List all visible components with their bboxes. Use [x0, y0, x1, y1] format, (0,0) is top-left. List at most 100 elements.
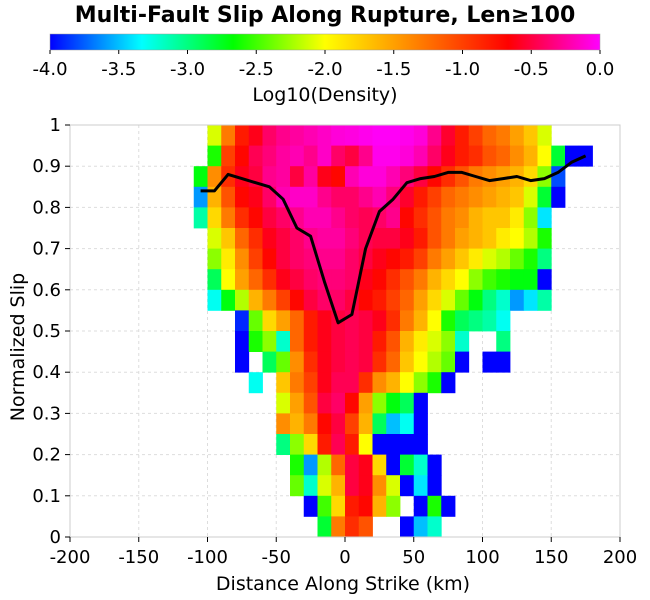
y-axis-label: Normalized Slip	[7, 273, 29, 421]
heatmap-cell	[537, 289, 552, 311]
heatmap-cell	[523, 166, 538, 188]
heatmap-cell	[276, 166, 291, 188]
heatmap-cell	[358, 331, 373, 352]
heatmap-cell	[413, 331, 428, 352]
heatmap-cell	[331, 207, 346, 229]
heatmap-cell	[331, 331, 346, 352]
heatmap-cell	[262, 331, 277, 352]
heatmap-cell	[413, 516, 428, 538]
heatmap-cell	[331, 166, 346, 188]
heatmap-cell	[427, 228, 442, 249]
heatmap-cell	[537, 248, 552, 270]
heatmap-cell	[262, 248, 277, 270]
heatmap-cell	[386, 310, 401, 332]
heatmap-cell	[276, 392, 291, 414]
heatmap-cell	[523, 207, 538, 229]
heatmap-cell	[276, 145, 291, 167]
colorbar-tick-label: -3.5	[101, 59, 136, 80]
heatmap-cell	[455, 310, 470, 332]
heatmap-cell	[276, 331, 291, 352]
heatmap-cell	[386, 434, 401, 455]
heatmap-cell	[427, 186, 442, 208]
heatmap-cell	[386, 207, 401, 229]
heatmap-cell	[427, 372, 442, 394]
heatmap-cell	[496, 310, 511, 332]
heatmap-cell	[248, 289, 263, 311]
colorbar-label: Log10(Density)	[252, 84, 397, 106]
heatmap-cell	[413, 434, 428, 455]
heatmap-cell	[400, 228, 415, 249]
heatmap-cell	[400, 310, 415, 332]
heatmap-cell	[207, 145, 222, 167]
heatmap-cell	[358, 351, 373, 373]
y-tick-label: 0.7	[32, 239, 61, 260]
heatmap-cell	[248, 310, 263, 332]
colorbar-tick-label: 0.0	[586, 59, 615, 80]
heatmap-cell	[358, 289, 373, 311]
heatmap-cell	[358, 413, 373, 435]
heatmap-cell	[235, 331, 250, 352]
heatmap-cell	[441, 495, 456, 517]
heatmap-cell	[303, 145, 318, 167]
heatmap-cell	[468, 228, 483, 249]
heatmap-cell	[372, 145, 387, 167]
heatmap-cell	[441, 331, 456, 352]
heatmap-cell	[372, 228, 387, 249]
colorbar-tick-label: -0.5	[514, 59, 549, 80]
heatmap-cell	[303, 454, 318, 476]
heatmap-cell	[386, 289, 401, 311]
heatmap-cell	[303, 372, 318, 394]
heatmap-cell	[276, 228, 291, 249]
heatmap-cell	[455, 228, 470, 249]
heatmap-cell	[248, 331, 263, 352]
x-axis-ticks: -200 -150 -100 -50 0 50 100 150 200	[50, 537, 637, 568]
heatmap-cell	[400, 145, 415, 167]
heatmap-cell	[510, 125, 525, 146]
heatmap-cell	[372, 248, 387, 270]
heatmap-cell	[386, 495, 401, 517]
heatmap-cell	[290, 228, 305, 249]
heatmap-cell	[303, 166, 318, 188]
heatmap-cell	[551, 145, 566, 167]
heatmap-cell	[345, 434, 360, 455]
heatmap-cell	[331, 454, 346, 476]
heatmap-cell	[331, 475, 346, 497]
heatmap-cell	[345, 145, 360, 167]
heatmap-cell	[413, 166, 428, 188]
heatmap-cell	[207, 228, 222, 249]
heatmap-cell	[510, 248, 525, 270]
heatmap-cell	[551, 186, 566, 208]
heatmap-cell	[386, 269, 401, 291]
heatmap-cell	[413, 125, 428, 146]
heatmap-cell	[358, 166, 373, 188]
heatmap-cell	[455, 145, 470, 167]
heatmap-cell	[386, 331, 401, 352]
heatmap-cell	[221, 207, 236, 229]
heatmap-cell	[455, 248, 470, 270]
heatmap-cell	[496, 145, 511, 167]
heatmap-cell	[235, 125, 250, 146]
heatmap-cell	[303, 392, 318, 414]
heatmap-cell	[441, 351, 456, 373]
y-tick-label: 0	[50, 527, 61, 548]
heatmap-cell	[427, 331, 442, 352]
heatmap-cell	[413, 269, 428, 291]
x-tick-label: 100	[465, 547, 499, 568]
heatmap-cell	[510, 207, 525, 229]
heatmap-cell	[248, 145, 263, 167]
heatmap-cell	[372, 269, 387, 291]
heatmap-cell	[358, 392, 373, 414]
heatmap-cell	[468, 207, 483, 229]
heatmap-cell	[413, 454, 428, 476]
heatmap-cell	[345, 475, 360, 497]
heatmap-cell	[413, 228, 428, 249]
heatmap-cell	[413, 351, 428, 373]
heatmap-cell	[345, 495, 360, 517]
heatmap-cell	[441, 207, 456, 229]
heatmap-cell	[523, 228, 538, 249]
heatmap-cell	[441, 228, 456, 249]
heatmap-cell	[510, 269, 525, 291]
heatmap-cell	[290, 248, 305, 270]
heatmap-cell	[400, 186, 415, 208]
heatmap-cell	[248, 269, 263, 291]
